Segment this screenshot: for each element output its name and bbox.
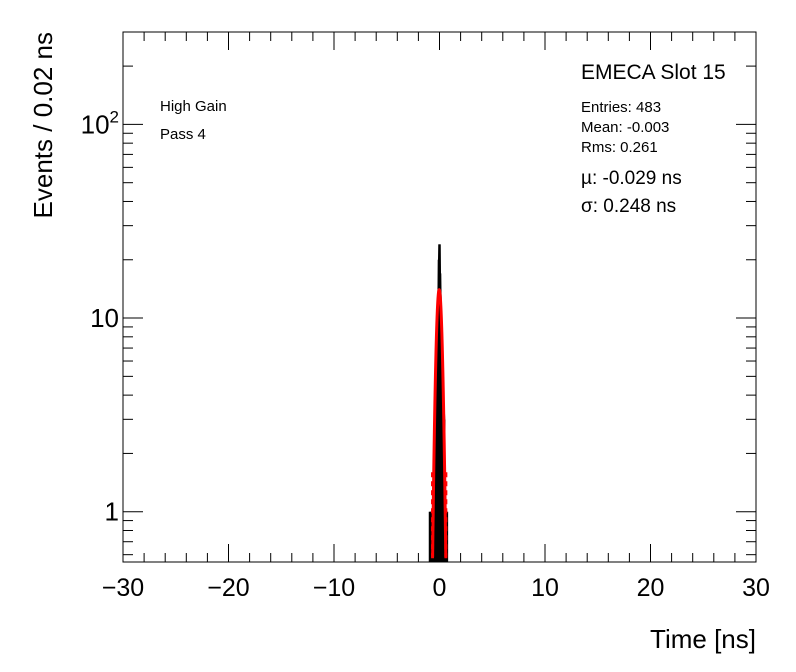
mean-stat: Mean: -0.003 [581,119,670,136]
x-tick-label: 10 [531,574,559,602]
x-tick-label: −20 [207,574,249,602]
x-tick-labels: −30 −20 −10 0 10 20 30 [102,574,770,602]
entries-stat: Entries: 483 [581,99,662,116]
x-tick-label: 30 [742,574,770,602]
x-tick-label: −10 [313,574,355,602]
axis-ticks [122,31,757,562]
slot-title: EMECA Slot 15 [581,61,726,84]
y-tick-label: 1 [105,497,119,527]
fit-sigma: σ: 0.248 ns [581,196,677,217]
rms-stat: Rms: 0.261 [581,139,658,156]
fit-curve-line [431,287,448,557]
x-tick-label: −30 [102,574,144,602]
x-axis-label: Time [ns] [650,624,756,654]
x-tick-label: 0 [433,574,447,602]
gaussian-fit-curve [431,287,448,562]
x-tick-label: 20 [637,574,665,602]
y-tick-label: 10 [90,303,119,333]
fit-mu: µ: -0.029 ns [581,168,682,189]
y-tick-label: 102 [81,107,119,139]
gain-label: High Gain [160,98,227,115]
pass-label: Pass 4 [160,126,206,143]
y-tick-labels: 1 10 102 [81,107,119,526]
y-axis-label: Events / 0.02 ns [28,32,58,218]
